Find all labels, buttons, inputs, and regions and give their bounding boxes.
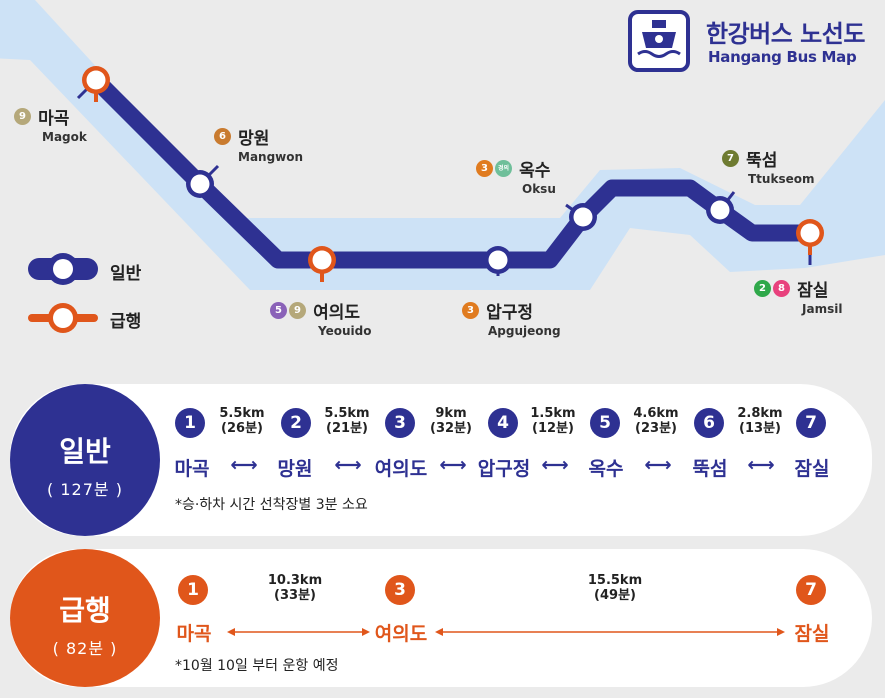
express-stop-number: 1 [178, 575, 208, 605]
station-marker [706, 196, 734, 224]
express-stop-name: 마곡 [176, 623, 212, 645]
station-label-apgujeong: 3 압구정 Apgujeong [462, 298, 561, 338]
general-route-panel: 일반 ( 127분 ) 1 2 3 4 5 6 7 5.5km (26분) 5.5… [10, 384, 872, 536]
general-stop-number: 3 [385, 408, 415, 438]
station-label-ttukseom: 7 뚝섬 Ttukseom [722, 146, 814, 186]
express-stop-number: 3 [385, 575, 415, 605]
station-marker [82, 66, 110, 102]
arrow-icon: ⟷ [747, 454, 775, 476]
express-stop-name: 여의도 [374, 623, 428, 645]
general-stop-number: 4 [488, 408, 518, 438]
legend-express-label: 급행 [110, 312, 142, 332]
line-badge: 8 [773, 280, 790, 297]
general-stop-name: 망원 [277, 458, 313, 480]
line-badge: 경의 [495, 160, 512, 177]
line-badge: 3 [476, 160, 493, 177]
general-segment: 9km (32분) [430, 406, 472, 436]
express-arrow-icon [435, 628, 785, 636]
station-label-magok: 9 마곡 Magok [14, 104, 87, 144]
general-stop-number: 1 [175, 408, 205, 438]
general-segment: 5.5km (21분) [324, 406, 370, 436]
general-stop-name: 옥수 [588, 458, 624, 480]
map-title-korean: 한강버스 노선도 [706, 20, 865, 48]
general-stop-number: 5 [590, 408, 620, 438]
line-badge: 2 [754, 280, 771, 297]
arrow-icon: ⟷ [541, 454, 569, 476]
arrow-icon: ⟷ [644, 454, 672, 476]
general-segment: 4.6km (23분) [633, 406, 679, 436]
han-river [0, 0, 885, 290]
general-stop-name: 여의도 [374, 458, 428, 480]
express-stop-name: 잠실 [794, 623, 830, 645]
general-stop-number: 2 [281, 408, 311, 438]
station-marker [308, 246, 336, 282]
general-note: *승·하차 시간 선착장별 3분 소요 [175, 497, 368, 513]
line-badge: 6 [214, 128, 231, 145]
express-segment: 10.3km (33분) [267, 573, 323, 603]
line-badge: 3 [462, 302, 479, 319]
arrow-icon: ⟷ [334, 454, 362, 476]
general-segment: 2.8km (13분) [737, 406, 783, 436]
station-marker [796, 219, 824, 255]
station-label-oksu: 3 경의 옥수 Oksu [476, 156, 556, 196]
express-route-pill: 급행 ( 82분 ) [10, 549, 160, 687]
express-arrow-icon [227, 628, 370, 636]
line-badge: 9 [14, 108, 31, 125]
general-stop-number: 6 [694, 408, 724, 438]
arrow-icon: ⟷ [230, 454, 258, 476]
boat-logo-icon [628, 10, 690, 72]
line-badge: 5 [270, 302, 287, 319]
express-route-panel: 급행 ( 82분 ) 1 3 7 10.3km (33분) 15.5km (49분)… [10, 549, 872, 687]
brand-header: 한강버스 노선도 Hangang Bus Map [628, 10, 878, 74]
map-title-english: Hangang Bus Map [708, 48, 857, 66]
station-marker [569, 203, 597, 231]
express-note: *10월 10일 부터 운항 예정 [175, 658, 339, 674]
general-stop-name: 잠실 [794, 458, 830, 480]
line-badge: 7 [722, 150, 739, 167]
station-marker [484, 246, 512, 274]
general-route-pill: 일반 ( 127분 ) [10, 384, 160, 536]
legend-general-swatch [28, 253, 98, 285]
route-map [0, 0, 885, 333]
station-label-mangwon: 6 망원 Mangwon [214, 124, 303, 164]
general-stop-number: 7 [796, 408, 826, 438]
station-marker [186, 170, 214, 198]
general-stop-name: 압구정 [477, 458, 531, 480]
arrow-icon: ⟷ [439, 454, 467, 476]
legend-general-label: 일반 [110, 264, 142, 284]
general-stop-name: 뚝섬 [692, 458, 728, 480]
express-stop-number: 7 [796, 575, 826, 605]
express-segment: 15.5km (49분) [587, 573, 643, 603]
general-segment: 1.5km (12분) [530, 406, 576, 436]
general-segment: 5.5km (26분) [219, 406, 265, 436]
line-badge: 9 [289, 302, 306, 319]
general-stop-name: 마곡 [174, 458, 210, 480]
legend-express-swatch [28, 303, 98, 333]
